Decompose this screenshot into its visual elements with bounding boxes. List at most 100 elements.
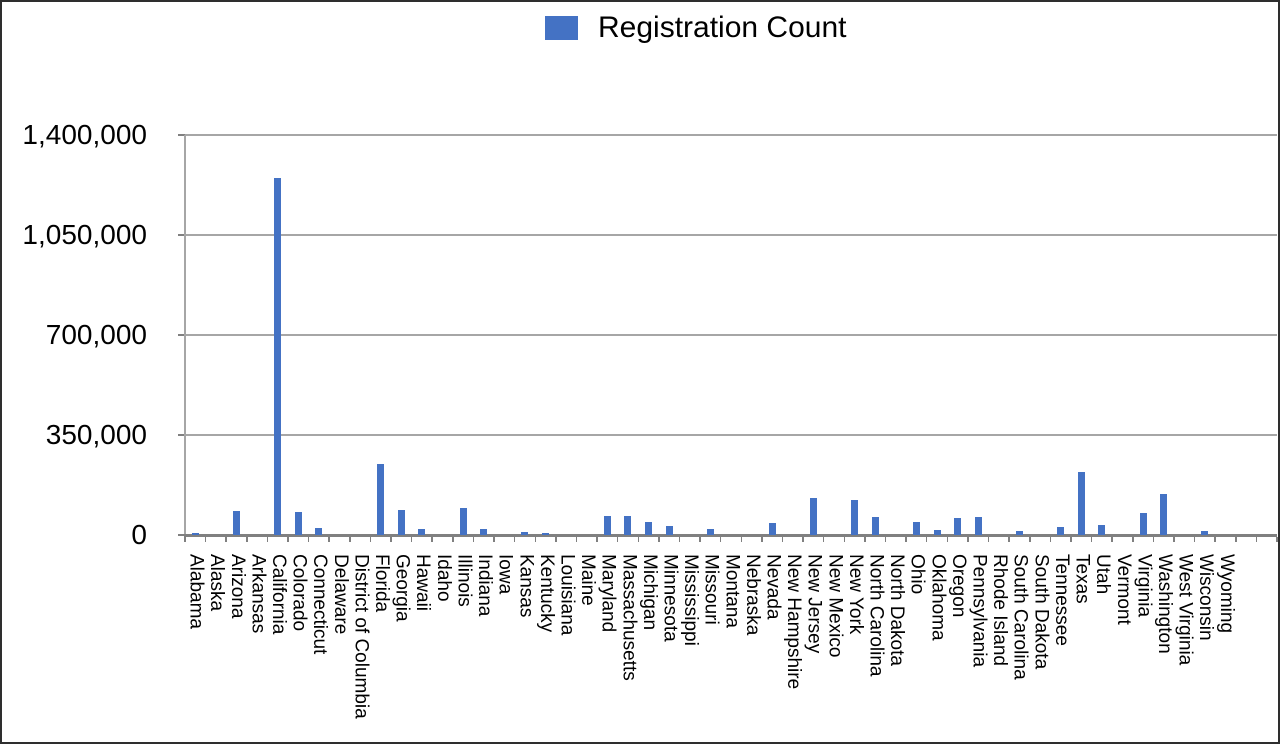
x-axis-tick [658, 536, 660, 542]
chart-legend: Registration Count [545, 10, 846, 46]
x-axis-label-arkansas: Arkansas [247, 554, 269, 634]
y-axis-tick-label: 0 [131, 519, 147, 550]
x-axis-tick [864, 536, 866, 542]
x-axis-label-louisiana: Louisiana [556, 554, 578, 636]
x-axis-tick [555, 536, 557, 542]
x-axis-label-washington: Washington [1153, 554, 1175, 654]
gridline [185, 434, 1277, 436]
x-axis-tick [534, 536, 536, 542]
x-axis-label-utah: Utah [1092, 554, 1114, 595]
x-axis-label-alabama: Alabama [185, 554, 207, 629]
x-axis-tick [637, 536, 640, 542]
x-axis-tick [761, 536, 763, 542]
x-axis-tick [740, 536, 743, 542]
x-axis-label-indiana: Indiana [474, 554, 496, 617]
bar-pennsylvania [974, 516, 982, 535]
x-axis-label-colorado: Colorado [288, 554, 310, 632]
x-axis-label-florida: Florida [371, 554, 393, 613]
bar-oregon [954, 517, 962, 535]
x-axis-label-iowa: Iowa [494, 554, 516, 595]
x-axis-tick [802, 536, 804, 542]
y-axis-line [184, 135, 186, 535]
x-axis-label-wyoming: Wyoming [1215, 554, 1237, 634]
x-axis-label-nevada: Nevada [762, 554, 784, 620]
bar-virginia [1139, 513, 1147, 535]
y-axis-tick [178, 234, 185, 236]
x-axis-label-missouri: Missouri [700, 554, 722, 625]
y-axis-tick [178, 334, 185, 336]
x-axis-label-oregon: Oregon [947, 554, 969, 618]
x-axis-label-delaware: Delaware [329, 554, 351, 635]
x-axis-tick [1214, 536, 1216, 542]
bar-north-carolina [871, 517, 879, 535]
x-axis-tick [781, 536, 784, 542]
x-axis-tick [946, 536, 949, 542]
bar-arizona [233, 511, 240, 535]
x-axis-label-new-mexico: New Mexico [824, 554, 846, 658]
x-axis-label-pennsylvania: Pennsylvania [968, 554, 990, 668]
x-axis-label-virginia: Virginia [1133, 554, 1155, 618]
bar-colorado [294, 511, 302, 535]
bar-kentucky [542, 533, 550, 535]
x-axis-tick [1029, 536, 1031, 542]
bar-massachusetts [624, 515, 632, 535]
bar-utah [1098, 524, 1106, 535]
x-axis-tick [225, 536, 227, 542]
x-axis-tick [184, 536, 186, 542]
gridline [185, 234, 1277, 236]
x-axis-label-montana: Montana [721, 554, 743, 628]
x-axis-label-rhode-island: Rhode Island [989, 554, 1011, 666]
x-axis-tick [905, 536, 907, 542]
x-axis-tick [328, 536, 330, 542]
x-axis-label-maine: Maine [577, 554, 599, 606]
x-axis-label-south-carolina: South Carolina [1009, 554, 1031, 680]
x-axis-label-oklahoma: Oklahoma [927, 554, 949, 641]
x-axis-tick [1193, 536, 1196, 542]
bar-illinois [459, 508, 467, 535]
y-axis-tick-label: 1,050,000 [22, 219, 147, 250]
x-axis-tick [1173, 536, 1175, 542]
x-axis-tick [1276, 536, 1278, 542]
x-axis-tick [1008, 536, 1010, 542]
x-axis-label-district-of-columbia: District of Columbia [350, 554, 372, 719]
bar-alabama [191, 532, 199, 535]
x-axis-tick [513, 536, 516, 542]
x-axis-label-wisconsin: Wisconsin [1195, 554, 1217, 641]
x-axis-tick [390, 536, 392, 542]
x-axis-tick [1111, 536, 1113, 542]
x-axis-label-alaska: Alaska [206, 554, 228, 612]
x-axis-tick [410, 536, 413, 542]
bar-florida [377, 463, 385, 535]
bar-washington [1160, 493, 1168, 535]
x-axis-label-georgia: Georgia [391, 554, 413, 622]
bar-indiana [480, 529, 488, 535]
legend-swatch-icon [545, 16, 578, 40]
bar-missouri [706, 529, 714, 535]
x-axis-tick [287, 536, 289, 542]
bar-new-york [851, 499, 859, 535]
x-axis-label-idaho: Idaho [432, 554, 454, 602]
x-axis-label-hawaii: Hawaii [412, 554, 434, 612]
x-axis-label-minnesota: Minnesota [659, 554, 681, 642]
x-axis-label-texas: Texas [1071, 554, 1093, 604]
x-axis-tick [843, 536, 846, 542]
x-axis-tick [1049, 536, 1052, 542]
bar-wisconsin [1201, 530, 1209, 535]
bar-georgia [397, 510, 405, 535]
x-axis-tick [307, 536, 310, 542]
y-axis-tick [178, 534, 185, 536]
bar-texas [1077, 472, 1085, 535]
bar-kansas [521, 532, 529, 535]
x-axis-label-south-dakota: South Dakota [1030, 554, 1052, 670]
x-axis-label-north-dakota: North Dakota [886, 554, 908, 666]
x-axis-tick [596, 536, 598, 542]
x-axis-tick [967, 536, 969, 542]
bar-hawaii [418, 528, 426, 535]
legend-label: Registration Count [598, 11, 847, 44]
x-axis-label-north-carolina: North Carolina [865, 554, 887, 677]
x-axis-tick [246, 536, 248, 542]
x-axis-tick [1235, 536, 1237, 542]
x-axis-tick [431, 536, 433, 542]
